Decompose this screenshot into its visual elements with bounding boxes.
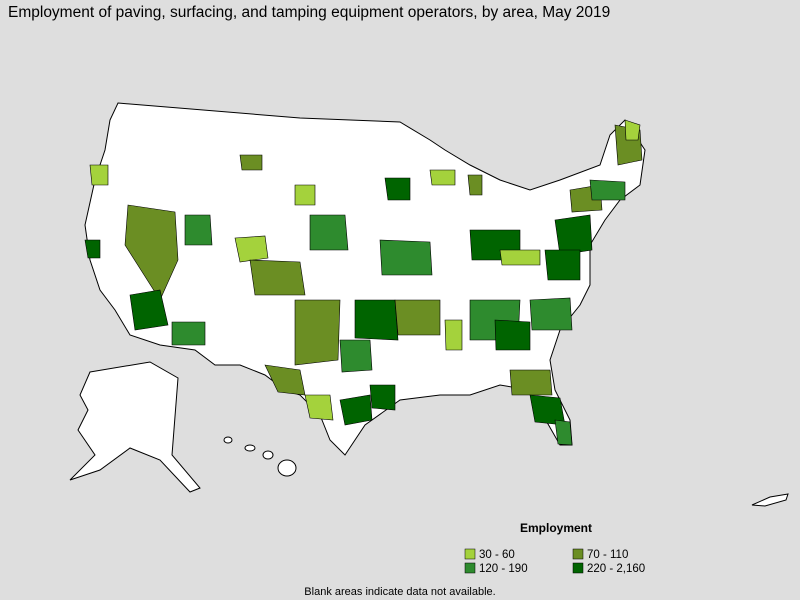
legend-swatch xyxy=(572,562,584,574)
map-area xyxy=(384,177,411,201)
map-area xyxy=(467,174,483,196)
puerto-rico xyxy=(751,493,789,507)
legend-label: 120 - 190 xyxy=(479,563,528,575)
map-title: Employment of paving, surfacing, and tam… xyxy=(8,4,610,21)
map-area xyxy=(84,239,101,259)
map-area xyxy=(624,119,641,141)
map-area xyxy=(239,154,263,171)
legend-label: 220 - 2,160 xyxy=(587,563,645,575)
map-area xyxy=(89,164,109,186)
map-area xyxy=(184,214,213,246)
map-area xyxy=(529,297,573,331)
hawaii xyxy=(223,436,233,444)
legend-swatch xyxy=(464,548,476,560)
map-area xyxy=(429,169,456,186)
map-area xyxy=(544,249,581,281)
map-area xyxy=(304,394,334,421)
hawaii xyxy=(244,444,256,452)
map-area xyxy=(554,214,593,256)
map-area xyxy=(339,394,373,426)
legend-swatch xyxy=(464,562,476,574)
map-area xyxy=(509,369,553,396)
map-area xyxy=(354,299,399,341)
map-area xyxy=(369,384,396,411)
hawaii xyxy=(262,450,274,460)
hawaii xyxy=(277,459,297,477)
map-area xyxy=(294,299,341,366)
land xyxy=(69,102,789,507)
map-area xyxy=(249,259,306,296)
legend: Employment 30 - 60 70 - 110 120 - 190 220 -… xyxy=(464,521,645,575)
map-area xyxy=(309,214,349,251)
map-area xyxy=(171,321,206,346)
map-area xyxy=(499,249,541,266)
legend-title: Employment xyxy=(520,521,592,535)
alaska xyxy=(69,361,201,493)
map-area xyxy=(124,204,179,301)
map-area xyxy=(444,319,463,351)
map-area xyxy=(129,289,169,331)
map-areas xyxy=(84,119,643,446)
map-area xyxy=(379,239,433,276)
map-area xyxy=(294,184,316,206)
footnote: Blank areas indicate data not available. xyxy=(304,586,495,598)
legend-label: 30 - 60 xyxy=(479,549,515,561)
legend-swatch xyxy=(572,548,584,560)
map-area xyxy=(554,419,573,446)
map-area xyxy=(339,339,373,373)
map-area xyxy=(494,319,531,351)
map-area xyxy=(589,179,626,201)
legend-label: 70 - 110 xyxy=(587,549,628,561)
map-area xyxy=(394,299,441,336)
map-area xyxy=(234,235,269,263)
